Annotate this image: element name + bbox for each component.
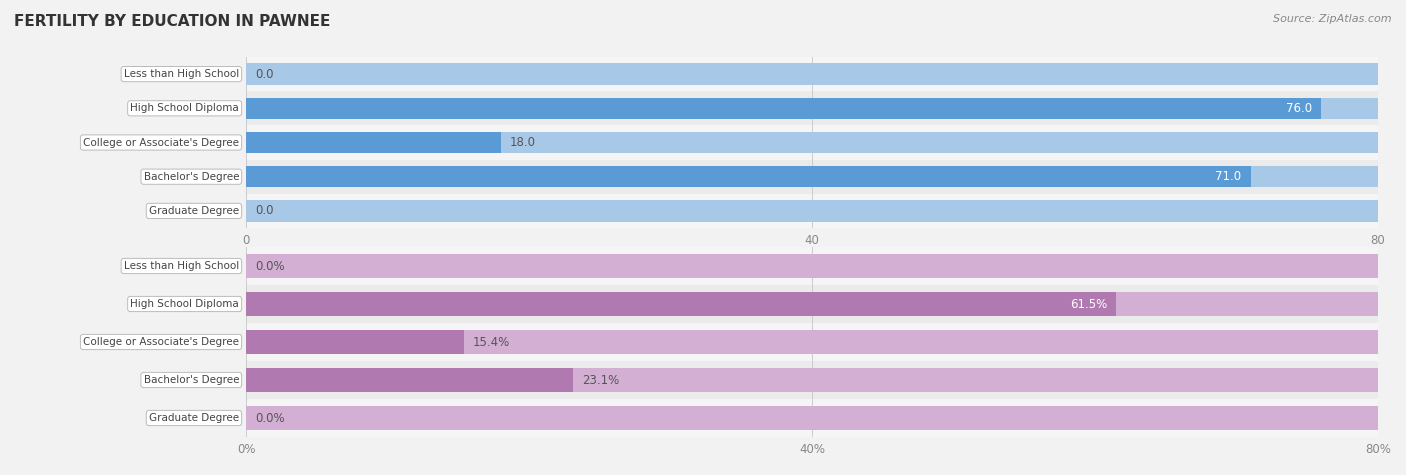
Bar <box>246 166 1378 187</box>
Bar <box>246 57 1378 91</box>
Text: Less than High School: Less than High School <box>124 69 239 79</box>
Bar <box>246 132 501 153</box>
Bar <box>246 361 1378 399</box>
Bar <box>246 292 1378 316</box>
Text: High School Diploma: High School Diploma <box>131 103 239 114</box>
Bar <box>246 98 1378 119</box>
Text: Less than High School: Less than High School <box>124 261 239 271</box>
Bar <box>246 254 1378 278</box>
Bar <box>246 247 1378 285</box>
Text: High School Diploma: High School Diploma <box>131 299 239 309</box>
Bar <box>246 368 572 392</box>
Text: College or Associate's Degree: College or Associate's Degree <box>83 137 239 148</box>
Text: 23.1%: 23.1% <box>582 373 619 387</box>
Bar <box>246 166 1250 187</box>
Bar <box>246 285 1378 323</box>
Text: Bachelor's Degree: Bachelor's Degree <box>143 171 239 182</box>
Bar <box>246 98 1322 119</box>
Bar <box>246 91 1378 125</box>
Bar <box>246 330 464 354</box>
Text: 0.0%: 0.0% <box>254 411 285 425</box>
Text: 0.0%: 0.0% <box>254 259 285 273</box>
Text: Source: ZipAtlas.com: Source: ZipAtlas.com <box>1274 14 1392 24</box>
Text: 61.5%: 61.5% <box>1070 297 1107 311</box>
Text: 18.0: 18.0 <box>510 136 536 149</box>
Text: Bachelor's Degree: Bachelor's Degree <box>143 375 239 385</box>
Bar <box>246 323 1378 361</box>
Text: 76.0: 76.0 <box>1286 102 1312 115</box>
Bar <box>246 64 1378 85</box>
Text: 0.0: 0.0 <box>254 204 274 218</box>
Bar <box>246 132 1378 153</box>
Text: College or Associate's Degree: College or Associate's Degree <box>83 337 239 347</box>
Text: 71.0: 71.0 <box>1215 170 1241 183</box>
Text: Graduate Degree: Graduate Degree <box>149 206 239 216</box>
Bar <box>246 194 1378 228</box>
Text: FERTILITY BY EDUCATION IN PAWNEE: FERTILITY BY EDUCATION IN PAWNEE <box>14 14 330 29</box>
Text: Graduate Degree: Graduate Degree <box>149 413 239 423</box>
Bar <box>246 406 1378 430</box>
Bar <box>246 368 1378 392</box>
Text: 15.4%: 15.4% <box>472 335 510 349</box>
Bar <box>246 200 1378 221</box>
Bar <box>246 160 1378 194</box>
Bar <box>246 125 1378 160</box>
Bar <box>246 399 1378 437</box>
Text: 0.0: 0.0 <box>254 67 274 81</box>
Bar <box>246 330 1378 354</box>
Bar <box>246 292 1116 316</box>
